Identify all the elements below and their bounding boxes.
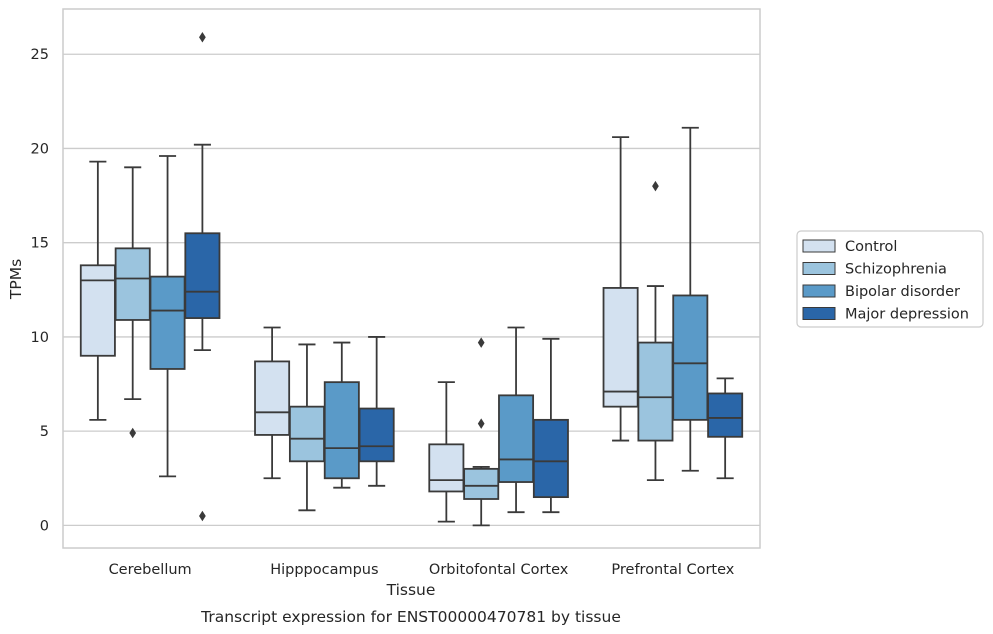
plot-frame	[62, 8, 761, 549]
box-major-depression	[707, 377, 744, 480]
box-control	[79, 160, 116, 421]
legend-swatch	[802, 262, 836, 275]
box-body	[114, 247, 151, 321]
chart-caption: Transcript expression for ENST0000047078…	[200, 608, 621, 626]
legend-label: Major depression	[845, 307, 969, 323]
x-tick-label: Cerebellum	[109, 562, 192, 578]
box-major-depression	[184, 32, 221, 522]
box-body	[602, 287, 639, 408]
y-axis-ticks: 0 5 10 15 20 25	[31, 47, 49, 534]
box-bipolar-disorder	[498, 326, 535, 514]
legend-label: Schizophrenia	[845, 262, 947, 278]
legend: Control Schizophrenia Bipolar disorder Majo…	[796, 230, 984, 328]
y-tick-label: 5	[40, 424, 49, 440]
box-bipolar-disorder	[323, 341, 360, 489]
outlier-point	[477, 337, 485, 348]
outlier-point	[652, 180, 659, 192]
outlier-point	[199, 510, 206, 522]
y-tick-label: 25	[31, 47, 49, 63]
box-body	[149, 275, 186, 370]
y-tick-label: 10	[31, 330, 49, 346]
box-bipolar-disorder	[149, 155, 186, 478]
box-body	[323, 381, 360, 480]
box-body	[79, 264, 116, 357]
box-plots	[79, 32, 744, 527]
box-control	[428, 381, 465, 523]
x-axis-label: Tissue	[386, 581, 436, 599]
box-body	[254, 360, 291, 436]
box-schizophrenia	[114, 166, 151, 439]
legend-label: Control	[845, 239, 897, 255]
box-body	[637, 341, 674, 442]
x-tick-label: Orbitofontal Cortex	[429, 562, 569, 578]
x-tick-label: Hipppocampus	[270, 562, 378, 578]
y-tick-label: 0	[40, 518, 49, 534]
x-axis-ticks: Cerebellum Hipppocampus Orbitofontal Corte…	[109, 562, 735, 578]
box-body	[672, 294, 709, 421]
box-body	[707, 392, 744, 438]
box-body	[184, 232, 221, 319]
box-control	[602, 136, 639, 442]
box-body	[532, 418, 569, 499]
outlier-point	[129, 427, 137, 439]
legend-swatch	[802, 284, 836, 298]
box-schizophrenia	[288, 343, 325, 512]
y-tick-label: 15	[31, 236, 49, 252]
box-control	[254, 326, 291, 480]
box-body	[428, 443, 465, 493]
box-body	[498, 394, 535, 483]
box-body	[288, 405, 325, 463]
y-axis-label: TPMs	[7, 259, 25, 300]
box-body	[463, 467, 500, 500]
legend-label: Bipolar disorder	[845, 284, 960, 300]
box-major-depression	[532, 337, 569, 514]
legend-swatch	[802, 239, 836, 253]
y-tick-label: 20	[31, 141, 49, 157]
box-schizophrenia	[463, 337, 500, 527]
box-schizophrenia	[637, 180, 674, 482]
legend-frame	[796, 230, 984, 328]
outlier-point	[199, 32, 206, 43]
box-bipolar-disorder	[672, 126, 709, 472]
box-body	[358, 407, 395, 463]
box-major-depression	[358, 336, 395, 487]
x-tick-label: Prefrontal Cortex	[611, 562, 734, 578]
outlier-point	[477, 418, 485, 429]
legend-swatch	[802, 307, 836, 320]
